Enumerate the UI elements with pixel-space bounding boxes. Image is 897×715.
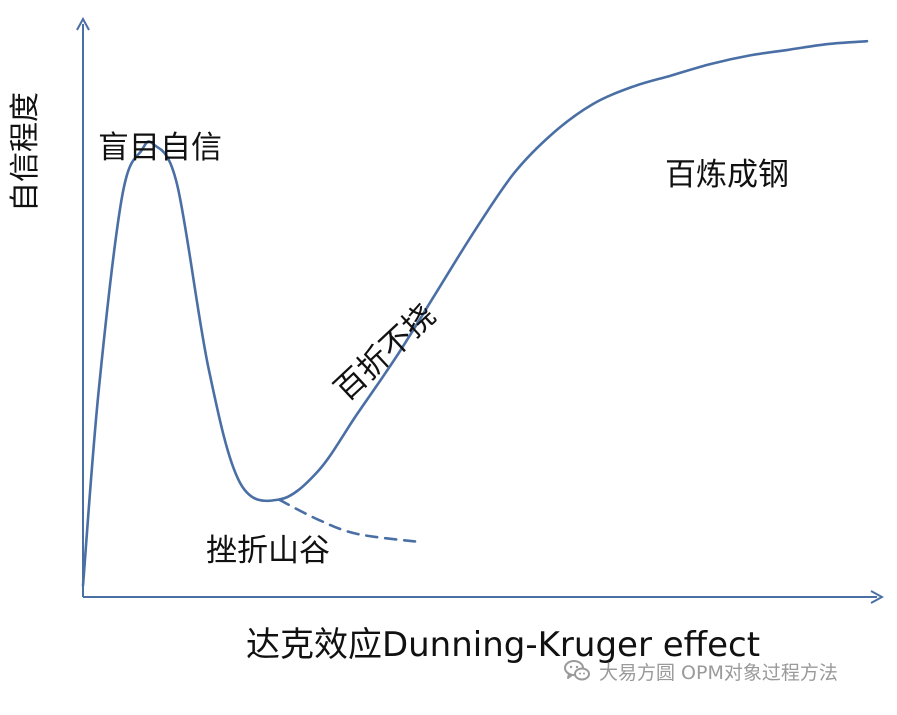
- series-layer: [81, 39, 869, 587]
- annotation-peak: 盲目自信: [98, 130, 222, 166]
- annotation-valley: 挫折山谷: [206, 533, 330, 569]
- dashed-curve: [277, 498, 422, 544]
- chart-title: 达克效应Dunning-Kruger effect: [246, 625, 760, 665]
- wechat-icon: [564, 660, 590, 681]
- confidence-curve: [81, 39, 869, 587]
- y-axis-label: 自信程度: [8, 92, 43, 212]
- watermark-text: 大易方圆 OPM对象过程方法: [599, 661, 838, 684]
- watermark: 大易方圆 OPM对象过程方法: [563, 655, 838, 687]
- annotation-climb: 百折不挠: [328, 297, 443, 408]
- annotation-plateau: 百炼成钢: [665, 157, 789, 193]
